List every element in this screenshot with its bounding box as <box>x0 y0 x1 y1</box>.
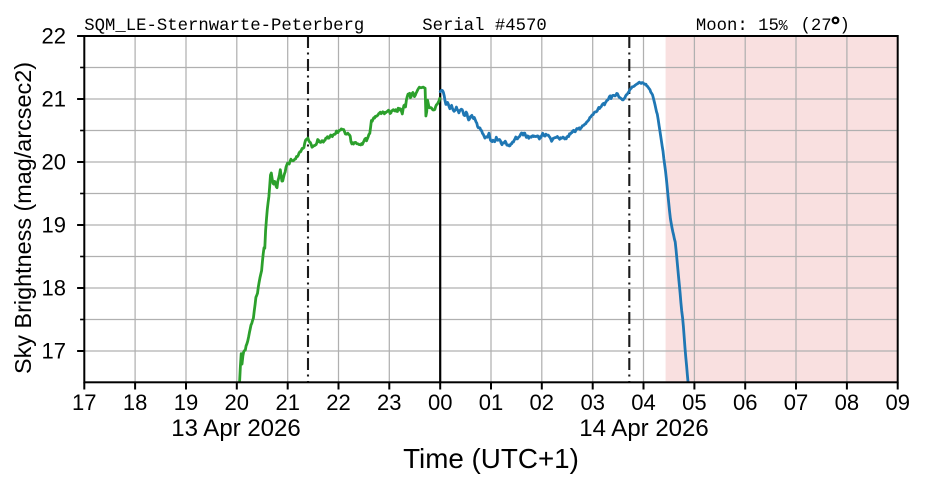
svg-text:04: 04 <box>631 390 655 415</box>
svg-text:17: 17 <box>42 339 66 364</box>
svg-text:18: 18 <box>42 276 66 301</box>
svg-text:22: 22 <box>42 24 66 49</box>
svg-text:19: 19 <box>174 390 198 415</box>
svg-text:18: 18 <box>123 390 147 415</box>
svg-text:01: 01 <box>479 390 503 415</box>
svg-text:20: 20 <box>225 390 249 415</box>
svg-text:00: 00 <box>428 390 452 415</box>
svg-text:14 Apr 2026: 14 Apr 2026 <box>579 415 708 442</box>
svg-text:23: 23 <box>377 390 401 415</box>
svg-text:Moon: 15: Moon: 15 <box>696 17 779 36</box>
svg-text:21: 21 <box>42 87 66 112</box>
svg-text:17: 17 <box>72 390 96 415</box>
svg-text:02: 02 <box>530 390 554 415</box>
svg-text:20: 20 <box>42 150 66 175</box>
svg-text:Time (UTC+1): Time (UTC+1) <box>403 443 579 474</box>
svg-text:03: 03 <box>580 390 604 415</box>
svg-text:09: 09 <box>885 390 909 415</box>
svg-text:): ) <box>840 17 850 36</box>
svg-text:19: 19 <box>42 213 66 238</box>
svg-text:22: 22 <box>326 390 350 415</box>
svg-text:Sky Brightness (mag/arcsec2): Sky Brightness (mag/arcsec2) <box>10 62 36 374</box>
svg-text:13 Apr 2026: 13 Apr 2026 <box>171 415 300 442</box>
svg-text:05: 05 <box>682 390 706 415</box>
svg-text:06: 06 <box>733 390 757 415</box>
svg-text:Serial #4570: Serial #4570 <box>422 17 546 36</box>
svg-text:SQM_LE-Sternwarte-Peterberg: SQM_LE-Sternwarte-Peterberg <box>84 17 364 36</box>
svg-text:(27: (27 <box>801 17 832 36</box>
svg-text:07: 07 <box>784 390 808 415</box>
svg-text:21: 21 <box>275 390 299 415</box>
svg-text:%: % <box>779 18 789 35</box>
svg-text:08: 08 <box>835 390 859 415</box>
